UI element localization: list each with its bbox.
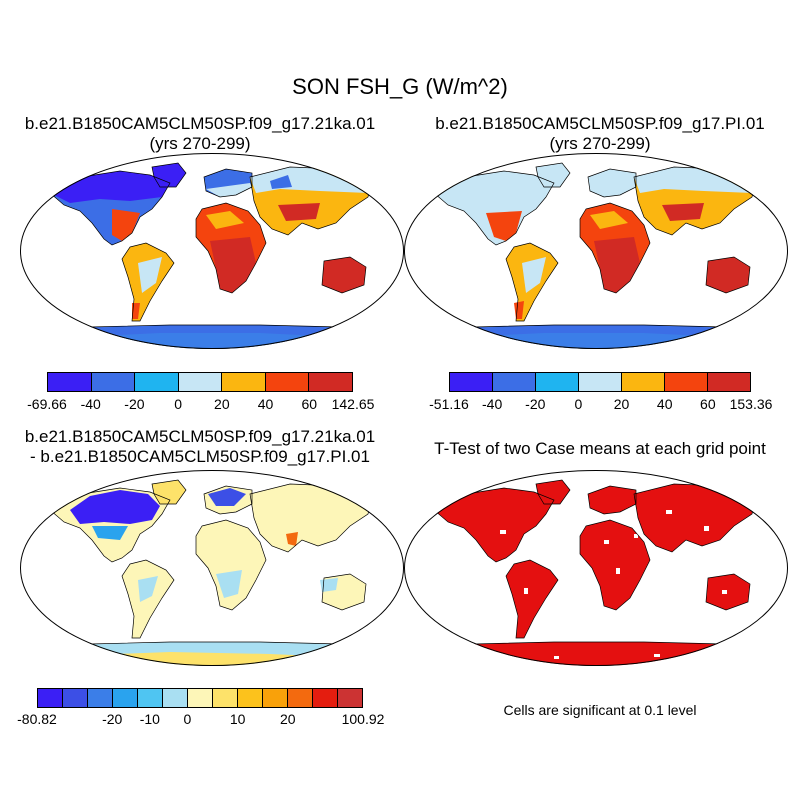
colorbar-panel3-swatch-8 xyxy=(238,689,263,707)
colorbar-panel1-swatch-6 xyxy=(309,373,353,391)
panel1-years: (yrs 270-299) xyxy=(149,134,251,153)
significance-note: Cells are significant at 0.1 level xyxy=(503,702,697,718)
panel4-title: T-Test of two Case means at each grid po… xyxy=(400,439,800,459)
colorbar-panel1-tick-label: -40 xyxy=(80,396,101,412)
colorbar-panel2-tick-label: 60 xyxy=(700,396,716,412)
colorbar-panel3-swatch-12 xyxy=(338,689,362,707)
colorbar-panel3-tick-label: 100.92 xyxy=(341,711,385,727)
panel1-title: b.e21.B1850CAM5CLM50SP.f09_g17.21ka.01 (… xyxy=(0,114,400,154)
colorbar-panel2-tick-label: 0 xyxy=(574,396,583,412)
colorbar-panel1-tick-label: -69.66 xyxy=(27,396,67,412)
panel3-minus-case: - b.e21.B1850CAM5CLM50SP.f09_g17.PI.01 xyxy=(30,447,370,466)
panel2-years: (yrs 270-299) xyxy=(549,134,651,153)
colorbar-panel3-swatch-5 xyxy=(163,689,188,707)
colorbar-panel3-swatch-1 xyxy=(63,689,88,707)
colorbar-panel1-tick-label: 20 xyxy=(214,396,230,412)
map-panel-pi xyxy=(404,153,788,349)
panel4-ttest-title: T-Test of two Case means at each grid po… xyxy=(434,439,766,458)
colorbar-panel1-swatch-3 xyxy=(178,373,223,391)
colorbar-panel2-tick-label: -20 xyxy=(525,396,546,412)
colorbar-panel3-swatch-4 xyxy=(138,689,163,707)
colorbar-panel3-swatch-2 xyxy=(88,689,113,707)
panel3-title: b.e21.B1850CAM5CLM50SP.f09_g17.21ka.01 -… xyxy=(0,427,400,467)
colorbar-panel3-swatch-3 xyxy=(113,689,138,707)
colorbar-panel1-tick-label: 40 xyxy=(257,396,274,412)
colorbar-panel2-swatch-1 xyxy=(493,373,536,391)
colorbar-panel2-swatch-2 xyxy=(536,373,579,391)
colorbar-panel1-swatch-1 xyxy=(91,373,136,391)
colorbar-panel3-tick-label: 20 xyxy=(279,711,296,727)
colorbar-panel3-tick-label: 10 xyxy=(229,711,246,727)
colorbar-panel1-tick-label: -20 xyxy=(124,396,145,412)
colorbar-panel2-swatch-6 xyxy=(708,373,750,391)
colorbar-panel1-tick-label: 0 xyxy=(174,396,183,412)
colorbar-panel3 xyxy=(37,688,363,708)
colorbar-panel3-swatch-11 xyxy=(313,689,338,707)
colorbar-panel3-swatch-10 xyxy=(288,689,313,707)
panel2-case-name: b.e21.B1850CAM5CLM50SP.f09_g17.PI.01 xyxy=(435,114,765,133)
colorbar-panel1-swatch-2 xyxy=(135,373,179,391)
colorbar-panel1-swatch-5 xyxy=(265,373,310,391)
colorbar-panel3-tick-label: -80.82 xyxy=(17,711,57,727)
colorbar-panel3-swatch-6 xyxy=(188,689,213,707)
colorbar-panel2-tick-label: -51.16 xyxy=(429,396,469,412)
colorbar-panel1 xyxy=(47,372,353,392)
colorbar-panel1-tick-label: 142.65 xyxy=(331,396,375,412)
map-panel-21ka xyxy=(20,153,404,349)
colorbar-panel1-swatch-0 xyxy=(48,373,92,391)
colorbar-panel3-labels: -80.82 -20 -10 0 10 20 100.92 xyxy=(17,711,384,729)
map-panel-ttest xyxy=(404,470,788,666)
colorbar-panel2-swatch-3 xyxy=(579,373,622,391)
colorbar-panel3-swatch-0 xyxy=(38,689,63,707)
colorbar-panel2-tick-label: -40 xyxy=(482,396,503,412)
colorbar-panel2 xyxy=(449,372,751,392)
panel1-case-name: b.e21.B1850CAM5CLM50SP.f09_g17.21ka.01 xyxy=(24,114,376,133)
colorbar-panel3-tick-label: 0 xyxy=(183,711,192,727)
colorbar-panel3-tick-label: -20 xyxy=(102,711,123,727)
colorbar-panel2-swatch-4 xyxy=(622,373,665,391)
colorbar-panel1-swatch-4 xyxy=(222,373,266,391)
colorbar-panel3-tick-label: -10 xyxy=(139,711,160,727)
colorbar-panel2-swatch-0 xyxy=(450,373,493,391)
panel3-case-name: b.e21.B1850CAM5CLM50SP.f09_g17.21ka.01 xyxy=(24,427,376,446)
colorbar-panel1-tick-label: 60 xyxy=(301,396,318,412)
colorbar-panel3-swatch-9 xyxy=(263,689,288,707)
colorbar-panel2-swatch-5 xyxy=(665,373,708,391)
colorbar-panel2-tick-label: 153.36 xyxy=(729,396,773,412)
panel2-title: b.e21.B1850CAM5CLM50SP.f09_g17.PI.01 (yr… xyxy=(400,114,800,154)
map-panel-difference xyxy=(20,470,404,666)
colorbar-panel3-swatch-7 xyxy=(213,689,238,707)
figure-title: SON FSH_G (W/m^2) xyxy=(292,74,508,99)
colorbar-panel2-labels: -51.16 -40 -20 0 20 40 60 153.36 xyxy=(429,396,772,414)
colorbar-panel2-tick-label: 40 xyxy=(656,396,673,412)
colorbar-panel2-tick-label: 20 xyxy=(613,396,630,412)
colorbar-panel1-labels: -69.66 -40 -20 0 20 40 60 142.65 xyxy=(27,396,374,414)
